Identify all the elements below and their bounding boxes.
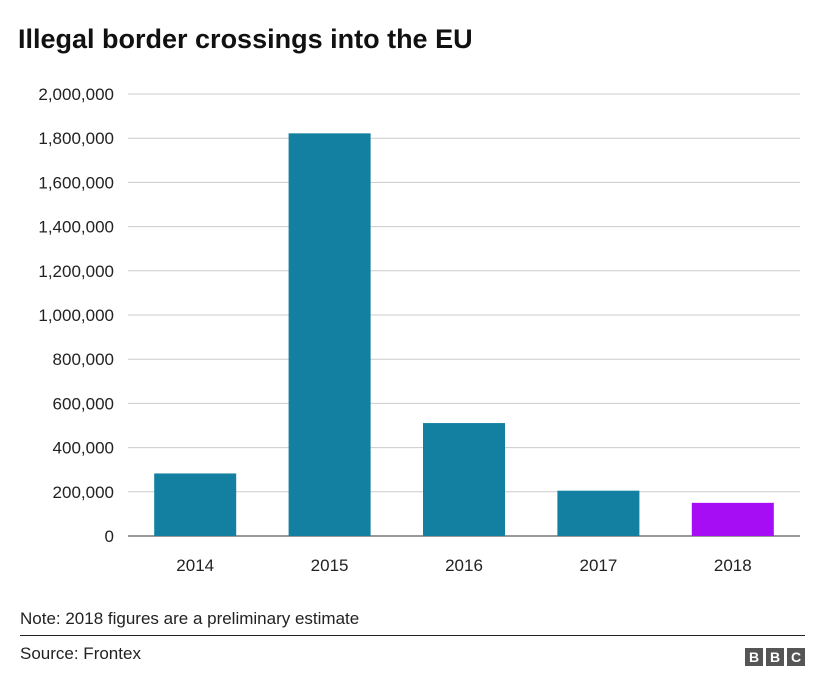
x-tick-label: 2018: [714, 556, 752, 575]
logo-letter: B: [745, 648, 763, 666]
source-label: Source: Frontex: [20, 644, 141, 663]
x-tick-label: 2014: [176, 556, 214, 575]
bars: [154, 133, 774, 536]
y-tick-label: 600,000: [53, 394, 114, 413]
y-tick-label: 200,000: [53, 483, 114, 502]
x-axis-ticks: 2014 2015 2016 2017 2018: [176, 556, 751, 575]
footer-divider: [20, 635, 805, 636]
y-tick-label: 1,600,000: [38, 173, 114, 192]
y-tick-label: 2,000,000: [38, 85, 114, 104]
y-tick-label: 1,400,000: [38, 218, 114, 237]
y-tick-label: 0: [105, 527, 114, 546]
logo-letter: B: [766, 648, 784, 666]
y-tick-label: 400,000: [53, 439, 114, 458]
bbc-logo: B B C: [745, 648, 805, 666]
x-tick-label: 2017: [579, 556, 617, 575]
x-tick-label: 2016: [445, 556, 483, 575]
chart-title: Illegal border crossings into the EU: [18, 24, 473, 54]
y-axis-ticks: 0 200,000 400,000 600,000 800,000 1,000,000 1,…: [38, 85, 114, 546]
logo-letter: C: [787, 648, 805, 666]
x-tick-label: 2015: [311, 556, 349, 575]
y-tick-label: 1,200,000: [38, 262, 114, 281]
bar-2014: [154, 473, 237, 536]
bar-2017: [557, 490, 640, 536]
bar-2018: [691, 502, 774, 536]
y-tick-label: 1,800,000: [38, 129, 114, 148]
y-tick-label: 1,000,000: [38, 306, 114, 325]
bar-2015: [288, 133, 371, 536]
y-tick-label: 800,000: [53, 350, 114, 369]
chart-note: Note: 2018 figures are a preliminary est…: [20, 609, 360, 628]
bar-chart: 0 200,000 400,000 600,000 800,000 1,000,000 1,…: [38, 85, 800, 575]
bar-2016: [423, 423, 505, 536]
